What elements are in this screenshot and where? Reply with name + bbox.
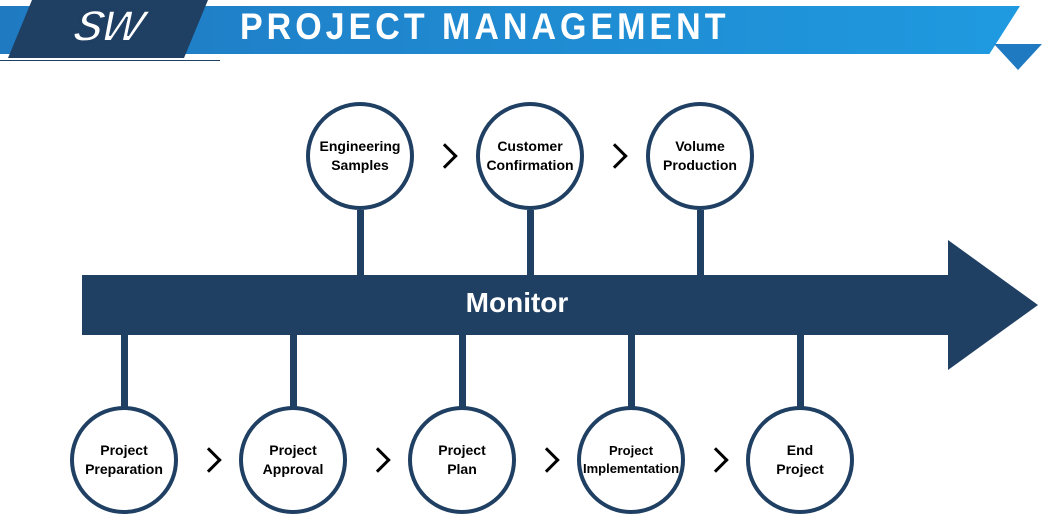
connector-stem — [290, 328, 297, 414]
chevron-right-icon — [534, 447, 559, 472]
monitor-arrow-head-icon — [948, 240, 1038, 370]
process-node-end-project: EndProject — [746, 406, 854, 514]
node-label-line1: End — [787, 441, 813, 460]
connector-stem — [459, 328, 466, 414]
chevron-right-icon — [196, 447, 221, 472]
header-title: PROJECT MANAGEMENT — [240, 6, 729, 49]
node-label-line1: Volume — [675, 137, 725, 156]
connector-stem — [121, 328, 128, 414]
node-label-line2: Plan — [447, 460, 477, 479]
header: PROJECT MANAGEMENT SW — [0, 0, 1060, 70]
node-label-line1: Customer — [497, 137, 562, 156]
node-label-line2: Production — [663, 156, 737, 175]
logo-text: SW — [68, 2, 147, 52]
chevron-right-icon — [365, 447, 390, 472]
connector-stem — [628, 328, 635, 414]
process-node-engineering-samples: EngineeringSamples — [306, 102, 414, 210]
process-node-project-approval: ProjectApproval — [239, 406, 347, 514]
connector-stem — [697, 210, 704, 282]
logo: SW — [8, 0, 208, 58]
monitor-arrow-label: Monitor — [82, 287, 952, 319]
process-node-project-preparation: ProjectPreparation — [70, 406, 178, 514]
node-label-line1: Project — [609, 442, 653, 460]
chevron-right-icon — [602, 143, 627, 168]
chevron-right-icon — [432, 143, 457, 168]
process-node-project-plan: ProjectPlan — [408, 406, 516, 514]
node-label-line2: Confirmation — [486, 156, 573, 175]
process-node-volume-production: VolumeProduction — [646, 102, 754, 210]
chevron-right-icon — [703, 447, 728, 472]
node-label-line2: Project — [776, 460, 823, 479]
node-label-line1: Engineering — [320, 137, 401, 156]
node-label-line1: Project — [438, 441, 485, 460]
node-label-line2: Preparation — [85, 460, 163, 479]
connector-stem — [527, 210, 534, 282]
connector-stem — [357, 210, 364, 282]
node-label-line1: Project — [100, 441, 147, 460]
process-node-project-implementation: ProjectImplementation — [577, 406, 685, 514]
connector-stem — [797, 328, 804, 414]
node-label-line2: Implementation — [583, 460, 679, 478]
process-diagram: Monitor EngineeringSamples CustomerConfir… — [0, 70, 1060, 532]
node-label-line2: Samples — [331, 156, 389, 175]
header-triangle-icon — [994, 44, 1042, 70]
process-node-customer-confirm: CustomerConfirmation — [476, 102, 584, 210]
monitor-arrow-bar: Monitor — [82, 275, 952, 335]
node-label-line2: Approval — [263, 460, 324, 479]
header-underline — [0, 60, 220, 61]
node-label-line1: Project — [269, 441, 316, 460]
